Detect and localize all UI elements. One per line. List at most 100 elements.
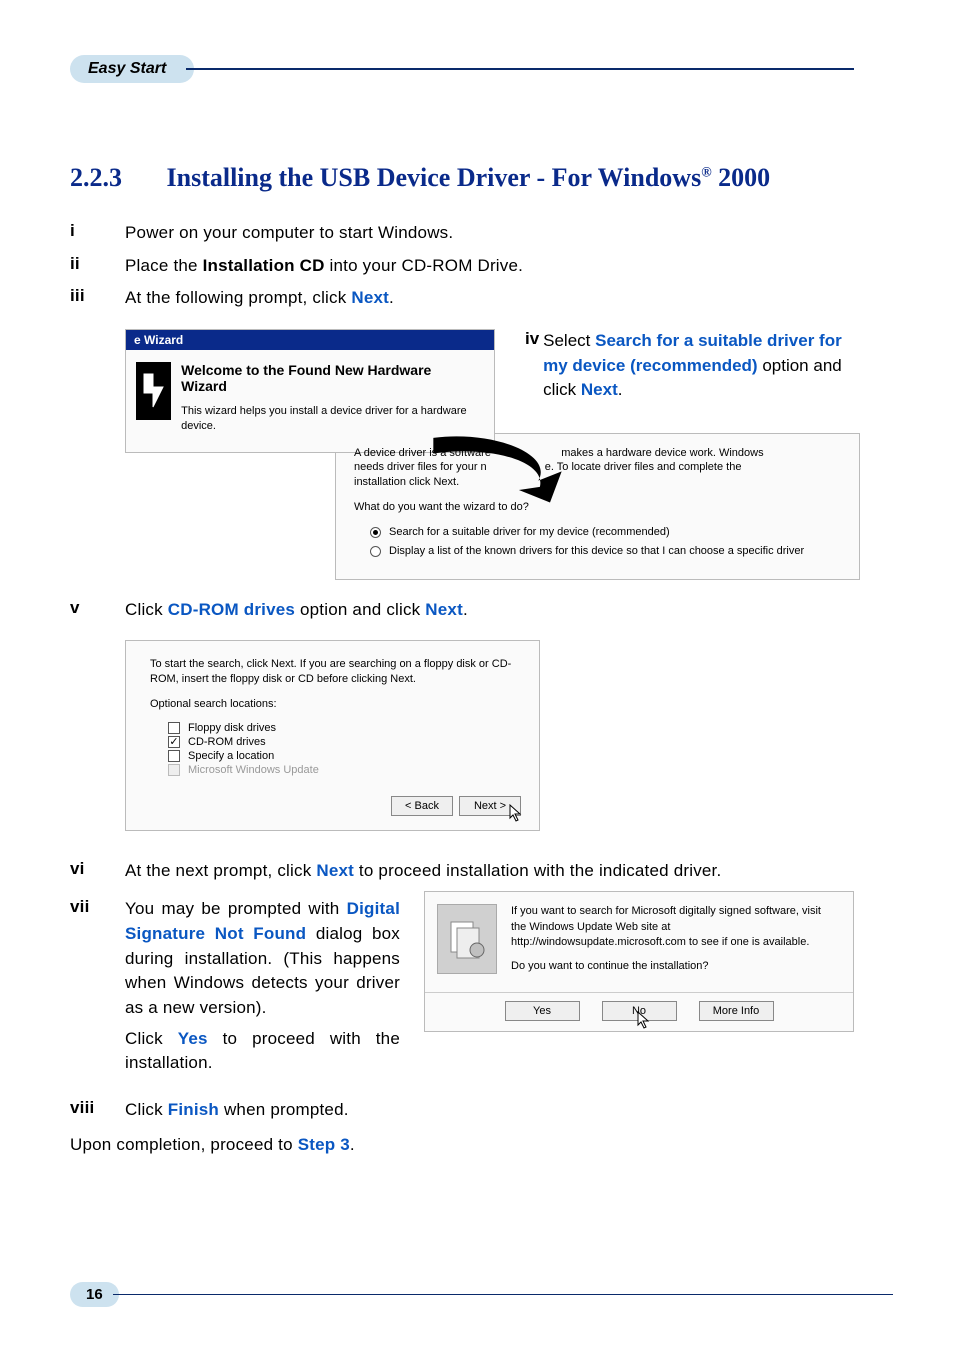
cursor-icon	[509, 804, 525, 822]
checkbox-icon	[168, 722, 180, 734]
text-fragment: installation click Next.	[354, 476, 459, 488]
checkbox-cdrom[interactable]: CD-ROM drives	[168, 736, 521, 748]
section-title-tail: 2000	[712, 163, 771, 192]
step-text: Power on your computer to start Windows.	[125, 221, 854, 246]
text-fragment: Upon completion, proceed to	[70, 1135, 298, 1154]
step-iv: iv Select Search for a suitable driver f…	[525, 329, 854, 403]
text-fragment: e. To locate driver files and complete t…	[545, 461, 742, 473]
step-vii: vii You may be prompted with Digital Sig…	[70, 897, 400, 1075]
step-ii: ii Place the Installation CD into your C…	[70, 254, 854, 279]
screenshot-area-1: e Wizard Welcome to the Found New Hardwa…	[125, 329, 854, 580]
checkbox-label: Specify a location	[188, 750, 274, 762]
step-text: Place the Installation CD into your CD-R…	[125, 254, 854, 279]
step-vi: vi At the next prompt, click Next to pro…	[70, 859, 854, 884]
section-title-main: Installing the USB Device Driver - For W…	[167, 163, 702, 192]
step-text: At the following prompt, click Next.	[125, 286, 854, 311]
checkbox-icon	[168, 736, 180, 748]
checkbox-icon	[168, 764, 180, 776]
text-fragment: At the next prompt, click	[125, 861, 316, 880]
registered-mark: ®	[701, 165, 711, 180]
footer-rule	[113, 1294, 893, 1296]
text-fragment: .	[463, 600, 468, 619]
text-highlight: Next	[316, 861, 354, 880]
text-fragment: Place the	[125, 256, 203, 275]
cursor-icon	[637, 1011, 653, 1029]
wizard2-description: A device driver is a software makes a ha…	[354, 446, 841, 491]
text-fragment: .	[618, 380, 623, 399]
text-fragment: You may be prompted with	[125, 899, 347, 918]
step-text: Click Finish when prompted.	[125, 1098, 854, 1123]
driver-search-wizard: A device driver is a software makes a ha…	[335, 433, 860, 580]
step-numeral: viii	[70, 1098, 125, 1118]
text-fragment: makes a hardware device work. Windows	[561, 447, 763, 459]
wizard-titlebar: e Wizard	[126, 330, 494, 350]
checkbox-icon	[168, 750, 180, 762]
text-fragment: Click	[125, 1029, 178, 1048]
wizard-icon	[136, 362, 171, 420]
step-iii: iii At the following prompt, click Next.	[70, 286, 854, 311]
checkbox-floppy[interactable]: Floppy disk drives	[168, 722, 521, 734]
step-final: Upon completion, proceed to Step 3.	[70, 1133, 854, 1158]
checkbox-specify-location[interactable]: Specify a location	[168, 750, 521, 762]
digital-signature-dialog: If you want to search for Microsoft digi…	[424, 891, 854, 1032]
checkbox-label: Microsoft Windows Update	[188, 764, 319, 776]
step-numeral: ii	[70, 254, 125, 274]
step-numeral: iii	[70, 286, 125, 306]
text-fragment: needs driver files for your n	[354, 461, 487, 473]
checkbox-label: CD-ROM drives	[188, 736, 266, 748]
step-numeral: vii	[70, 897, 125, 917]
search-locations-dialog: To start the search, click Next. If you …	[125, 640, 540, 831]
text-fragment: At the following prompt, click	[125, 288, 351, 307]
text-fragment: A device driver is a software	[354, 447, 491, 459]
text-fragment: to proceed installation with the indicat…	[354, 861, 721, 880]
step-i: i Power on your computer to start Window…	[70, 221, 854, 246]
text-fragment: Click	[125, 600, 168, 619]
radio-icon	[370, 546, 381, 557]
step-text: You may be prompted with Digital Signatu…	[125, 897, 400, 1075]
step-viii: viii Click Finish when prompted.	[70, 1098, 854, 1123]
yes-button[interactable]: Yes	[505, 1001, 580, 1021]
header-tab: Easy Start	[70, 55, 194, 83]
step-numeral: iv	[525, 329, 543, 349]
text-highlight: Yes	[178, 1029, 208, 1048]
text-highlight: Finish	[168, 1100, 219, 1119]
more-info-button[interactable]: More Info	[699, 1001, 774, 1021]
radio-label: Display a list of the known drivers for …	[389, 544, 804, 559]
dialog-description: To start the search, click Next. If you …	[150, 657, 521, 687]
step-numeral: i	[70, 221, 125, 241]
text-fragment: .	[389, 288, 394, 307]
step-v: v Click CD-ROM drives option and click N…	[70, 598, 854, 623]
text-fragment: .	[350, 1135, 355, 1154]
text-highlight: Next	[351, 288, 389, 307]
step-text: Click CD-ROM drives option and click Nex…	[125, 598, 854, 623]
wizard2-prompt: What do you want the wizard to do?	[354, 500, 841, 515]
step-numeral: vi	[70, 859, 125, 879]
wizard-heading: Welcome to the Found New Hardware Wizard	[181, 362, 480, 394]
header-rule	[186, 68, 854, 70]
text-fragment: into your CD-ROM Drive.	[325, 256, 523, 275]
back-button[interactable]: < Back	[391, 796, 453, 816]
checkbox-windows-update: Microsoft Windows Update	[168, 764, 521, 776]
page-footer: 16	[70, 1282, 893, 1307]
dialog-text-2: Do you want to continue the installation…	[511, 959, 837, 974]
text-highlight: Next	[425, 600, 463, 619]
text-fragment: Click	[125, 1100, 168, 1119]
radio-display-list[interactable]: Display a list of the known drivers for …	[370, 544, 841, 559]
text-fragment: when prompted.	[219, 1100, 349, 1119]
radio-search-suitable[interactable]: Search for a suitable driver for my devi…	[370, 525, 841, 540]
step-numeral: v	[70, 598, 125, 618]
signature-dialog-icon	[437, 904, 497, 974]
section-title: 2.2.3 Installing the USB Device Driver -…	[70, 163, 854, 193]
text-fragment: option and click	[295, 600, 425, 619]
page-header: Easy Start	[70, 55, 854, 83]
section-number: 2.2.3	[70, 163, 160, 193]
step-text: Select Search for a suitable driver for …	[543, 329, 854, 403]
text-highlight: CD-ROM drives	[168, 600, 295, 619]
text-bold: Installation CD	[203, 256, 325, 275]
checkbox-label: Floppy disk drives	[188, 722, 276, 734]
text-fragment: Select	[543, 331, 595, 350]
radio-label: Search for a suitable driver for my devi…	[389, 525, 670, 540]
dialog-text-1: If you want to search for Microsoft digi…	[511, 904, 837, 950]
step-text: At the next prompt, click Next to procee…	[125, 859, 854, 884]
radio-icon	[370, 527, 381, 538]
